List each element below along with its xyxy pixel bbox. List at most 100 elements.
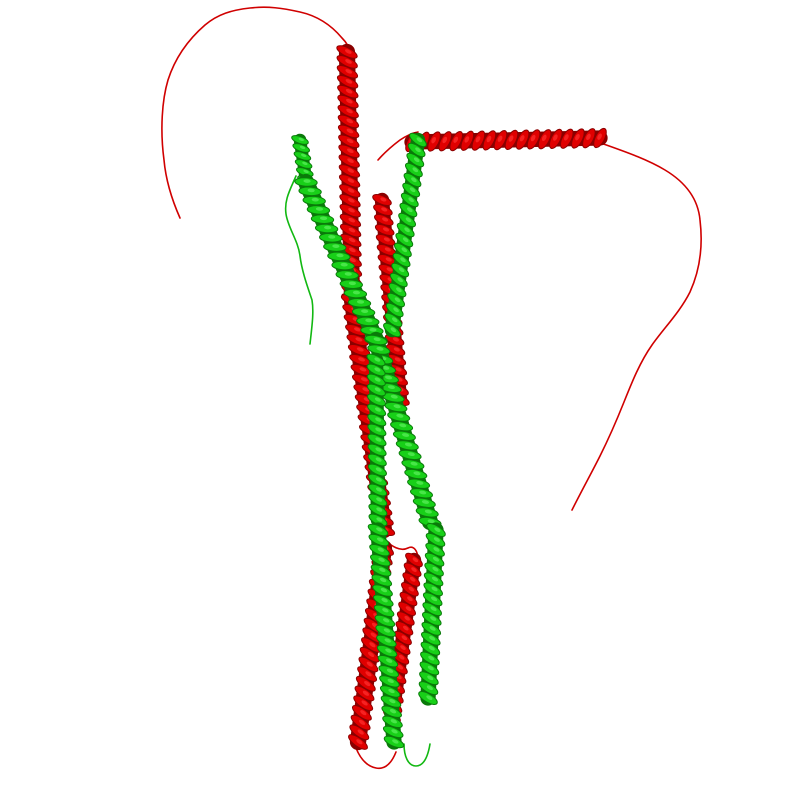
green-lower-helix-right-highlight [426,695,433,700]
green-top-curl-helix-highlight [303,169,309,174]
green-long-helix-upper-highlight [303,179,311,183]
green-second-helix-highlight [398,267,405,273]
green-second-helix-highlight [391,317,398,323]
green-long-helix-upper-highlight [348,281,356,286]
green-second-helix-highlight [400,257,406,263]
red-second-helix-highlight [386,267,393,272]
red-long-helix-upper-highlight [347,158,354,163]
green-long-helix-middle-highlight [399,423,407,428]
green-lower-helix-left-highlight [377,547,385,552]
green-second-helix-highlight [416,137,423,143]
green-long-helix-upper-highlight [352,290,361,295]
green-lower-helix-left-highlight [386,668,394,673]
green-second-helix-lower-highlight [375,427,382,432]
red-second-helix-highlight [393,347,400,352]
green-lower-helix-right-highlight [429,636,436,641]
red-n-terminal-loop [161,6,350,219]
green-long-helix-upper-highlight [315,207,324,211]
red-lower-helix-left-highlight [357,729,364,735]
green-lower-helix-right-highlight [428,655,435,661]
green-long-helix-upper-highlight [328,235,336,239]
red-lower-helix-right-highlight [397,664,404,670]
green-lower-helix-right-highlight [433,537,440,542]
red-top-horizontal-helix-highlight [586,133,591,141]
green-long-helix-middle-highlight [396,413,404,418]
green-second-helix-lower-highlight [376,497,383,502]
red-long-helix-upper-highlight [346,138,354,144]
red-top-horizontal-helix-highlight [497,135,503,142]
green-long-helix-upper [294,173,388,349]
red-long-helix-upper-highlight [345,79,353,84]
green-long-helix-upper-highlight [356,300,365,304]
red-lower-helix-right-highlight [400,645,406,650]
green-long-helix-upper-highlight [361,309,369,313]
red-long-helix-upper-highlight [349,247,356,253]
green-lower-helix-left-highlight [388,688,395,694]
red-top-horizontal-helix-highlight [431,136,437,144]
green-second-helix-highlight [411,177,417,183]
red-lower-helix-right-highlight [409,576,416,582]
red-long-helix-upper-highlight [345,69,353,74]
red-top-horizontal-helix-highlight [541,134,547,142]
red-lower-helix-right-highlight [398,654,405,660]
red-lower-helix-left-highlight [356,739,363,745]
green-lower-helix-right-highlight [428,645,435,651]
green-long-helix-upper-highlight [344,272,352,276]
red-top-horizontal-helix-highlight [464,136,470,143]
green-lower-helix-left-highlight [379,567,386,573]
green-second-helix-highlight [409,187,416,193]
red-top-horizontal-helix-highlight [530,134,536,142]
green-long-helix-middle-highlight [393,404,401,409]
green-second-helix [383,132,427,338]
red-top-horizontal-helix-highlight [475,136,481,143]
red-lower-helix-right-highlight [408,586,415,592]
green-long-helix-middle-highlight [382,366,390,370]
green-second-helix-highlight [408,197,414,203]
red-long-helix-middle-highlight [360,377,368,382]
green-bottom-turn [403,743,431,767]
green-lower-helix-left-highlight [379,577,387,583]
green-second-helix-lower-highlight [375,457,382,462]
green-second-helix-lower-highlight [376,507,383,512]
red-long-helix-upper-highlight [347,188,355,193]
green-second-helix-lower-highlight [374,407,381,412]
green-second-helix-highlight [401,247,408,253]
green-long-helix-middle-highlight [407,452,415,457]
green-second-helix-highlight [412,167,419,173]
green-lower-helix-left-highlight [389,709,397,714]
green-top-curl-helix-highlight [298,137,304,142]
green-long-helix-upper-highlight [324,225,332,230]
green-lower-helix-right-highlight [433,547,440,552]
red-second-helix-highlight [382,227,390,232]
red-long-helix-upper-highlight [345,49,352,54]
red-lower-helix-left-highlight [358,719,366,725]
green-long-helix-middle-highlight [387,385,395,390]
red-top-horizontal-helix-highlight [564,134,569,141]
green-lower-helix-left-highlight [387,678,394,684]
green-lower-helix-right-highlight [427,675,434,681]
green-lower-helix-right-highlight [431,596,438,602]
green-long-helix-upper-highlight [369,327,377,332]
red-long-helix-upper-highlight [348,207,355,213]
red-lower-helix-left-highlight [370,632,377,638]
red-long-helix-upper-highlight [346,128,354,134]
green-second-helix-lower-highlight [374,377,381,382]
green-lower-helix-left-highlight [378,557,385,562]
green-lower-helix-right-highlight [432,556,440,562]
red-long-helix-upper-highlight [347,148,354,154]
green-second-helix-highlight [390,327,397,333]
green-second-helix-highlight [413,157,420,163]
green-second-helix-highlight [405,217,412,223]
green-lower-helix-right-highlight [427,665,434,671]
red-bottom-turn [355,747,397,770]
green-long-helix-middle-highlight [410,461,418,466]
red-long-helix-upper-highlight [345,59,352,64]
green-lower-helix-left-highlight [386,658,393,663]
red-long-helix-upper-highlight [348,237,356,243]
red-top-horizontal-helix-highlight [486,135,492,143]
red-second-helix-highlight [382,217,389,222]
red-second-helix-highlight [392,337,399,342]
red-top-horizontal-helix [404,127,608,153]
green-second-helix-lower-highlight [375,467,382,472]
